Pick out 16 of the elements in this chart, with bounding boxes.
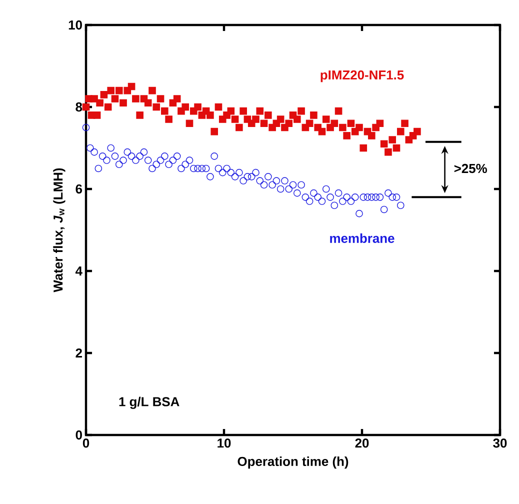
y-tick-label: 10: [68, 20, 82, 30]
y-axis-title: Water flux, J$_{w}$ (LMH): [53, 168, 66, 292]
x-tick-label: 30: [493, 438, 507, 448]
y-tick-label: 0: [76, 430, 82, 440]
x-tick-label: 10: [218, 438, 231, 448]
annotation: >25%: [454, 164, 487, 174]
x-tick-label: 20: [355, 438, 369, 448]
x-axis-title: Operation time (h): [238, 456, 348, 469]
series-label: membrane: [330, 233, 394, 243]
annotation: 1 g/L BSA: [119, 396, 180, 409]
y-tick-label: 6: [76, 184, 82, 194]
y-tick-label: 2: [76, 348, 82, 358]
y-tick-label: 4: [75, 266, 82, 276]
x-tick-label: 0: [82, 438, 90, 448]
y-tick-label: 8: [76, 102, 82, 112]
text: pIMZ20-NF1.5: [320, 70, 404, 82]
